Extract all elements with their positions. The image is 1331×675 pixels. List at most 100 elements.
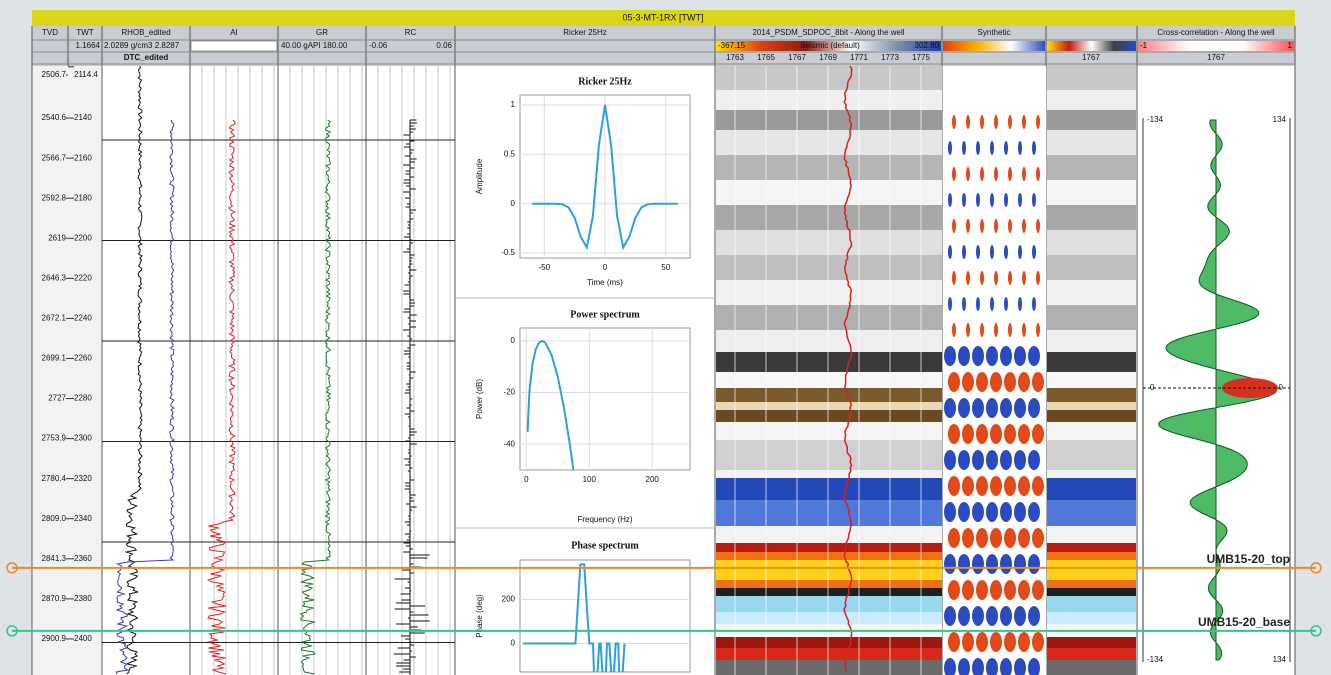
tvd-label: 2780.4 (42, 474, 67, 483)
synthetic-lobe (994, 323, 998, 337)
y-axis-label: Power (dB) (475, 379, 484, 419)
seismic-band (716, 440, 942, 470)
seismic-band (1047, 660, 1136, 675)
synthetic-lobe (962, 245, 966, 259)
synthetic-lobe (962, 193, 966, 207)
synthetic-lobe (1008, 323, 1012, 337)
tvd-label: 2900.9 (42, 634, 67, 643)
tvd-label: 2870.9 (42, 594, 67, 603)
synthetic-lobe (990, 141, 994, 155)
synthetic-lobe (1032, 580, 1044, 600)
synthetic-lobe (972, 502, 984, 522)
tvd-label: 2646.3 (42, 273, 67, 282)
seismic-band (716, 330, 942, 352)
twt-label: 2300 (74, 434, 92, 443)
sub-label: 1771 (850, 53, 868, 62)
synthetic-lobe (1036, 271, 1040, 285)
synthetic-lobe (944, 346, 956, 366)
synthetic-lobe (976, 632, 988, 652)
y-tick-label: 0 (511, 639, 516, 648)
seismic-band (1047, 478, 1136, 500)
synthetic-lobe (980, 167, 984, 181)
scale-label: -367.15 (718, 41, 746, 50)
sub-label: 1767 (1207, 53, 1225, 62)
seismic-band (716, 543, 942, 552)
y-tick-label: 0.5 (504, 149, 516, 158)
synthetic-lobe (948, 245, 952, 259)
synthetic-lobe (976, 528, 988, 548)
seismic-band (716, 478, 942, 500)
seismic-band (716, 352, 942, 372)
seismic-band (716, 470, 942, 478)
synthetic-lobe (1004, 297, 1008, 311)
twt-label: 2180 (74, 193, 92, 202)
cc-label: 134 (1273, 655, 1287, 664)
synthetic-lobe (994, 219, 998, 233)
synthetic-lobe (966, 115, 970, 129)
seismic-band (716, 410, 942, 422)
seismic-band (1047, 155, 1136, 180)
synthetic-lobe (1032, 193, 1036, 207)
seismic-band (1047, 612, 1136, 624)
synthetic-lobe (1014, 554, 1026, 574)
synthetic-lobe (952, 219, 956, 233)
synthetic-lobe (958, 398, 970, 418)
cc-label: -134 (1147, 115, 1164, 124)
synthetic-lobe (962, 580, 974, 600)
y-tick-label: -20 (503, 388, 515, 397)
seismic-band (1047, 580, 1136, 588)
synthetic-lobe (944, 398, 956, 418)
synthetic-lobe (976, 245, 980, 259)
column-name: RC (405, 28, 417, 37)
synthetic-lobe (1000, 606, 1012, 626)
synthetic-lobe (1032, 476, 1044, 496)
column-name: 2014_PSDM_SDPOC_8bit - Along the well (752, 28, 904, 37)
seismic-band (1047, 440, 1136, 470)
sub-label: 1763 (726, 53, 744, 62)
synthetic-lobe (1014, 606, 1026, 626)
synthetic-lobe (948, 476, 960, 496)
y-tick-label: -40 (503, 439, 515, 448)
seismic-band (1047, 66, 1136, 90)
synthetic-lobe (1018, 632, 1030, 652)
horizon-label: UMB15-20_top (1207, 552, 1290, 566)
synthetic-lobe (952, 115, 956, 129)
y-tick-label: 200 (502, 595, 516, 604)
twt-label: 2140 (74, 113, 92, 122)
synthetic-lobe (990, 580, 1002, 600)
synthetic-lobe (1032, 528, 1044, 548)
column-name: GR (316, 28, 328, 37)
seismic-band (1047, 90, 1136, 110)
synthetic-lobe (972, 606, 984, 626)
synthetic-lobe (1032, 141, 1036, 155)
synthetic-lobe (1008, 271, 1012, 285)
seismic-band (716, 402, 942, 410)
x-tick-label: 100 (583, 475, 597, 484)
seismic-band (1047, 255, 1136, 280)
seismic-band (716, 552, 942, 560)
synthetic-lobe (1028, 450, 1040, 470)
sub-label: 1767 (1082, 53, 1100, 62)
tvd-label: 2566.7 (42, 153, 67, 162)
synthetic-lobe (1018, 580, 1030, 600)
twt-label: 2360 (74, 554, 92, 563)
synthetic-lobe (1000, 554, 1012, 574)
scale-label: 2.0289 g/cm3 2.8287 (104, 41, 180, 50)
synthetic-lobe (1004, 372, 1016, 392)
synthetic-lobe (1032, 297, 1036, 311)
column-name: Ricker 25Hz (563, 28, 607, 37)
synthetic-lobe (990, 297, 994, 311)
seismic-band (1047, 422, 1136, 440)
synthetic-lobe (962, 372, 974, 392)
synthetic-lobe (1032, 245, 1036, 259)
synthetic-lobe (1004, 632, 1016, 652)
seismic-band (1047, 402, 1136, 410)
scale-label: Seismic (default) (800, 41, 860, 50)
x-tick-label: 50 (661, 263, 670, 272)
seismic-band (1047, 280, 1136, 305)
synthetic-lobe (1032, 632, 1044, 652)
synthetic-lobe (1004, 193, 1008, 207)
seismic-band (1047, 372, 1136, 388)
synthetic-lobe (1000, 450, 1012, 470)
synthetic-lobe (966, 323, 970, 337)
